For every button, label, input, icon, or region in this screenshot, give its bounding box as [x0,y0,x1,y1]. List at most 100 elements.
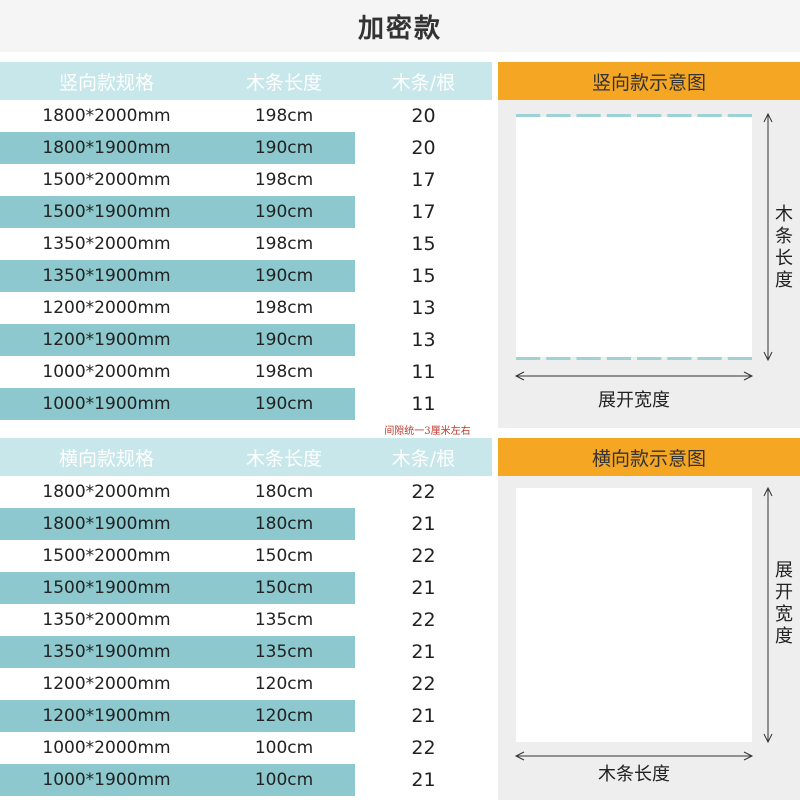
frame-background [516,488,752,742]
slat-length-cell: 198cm [254,234,314,254]
header-slat-length: 木条长度 [245,71,322,94]
table-row: 1800*2000mm 198cm 20 [0,100,492,132]
spec-cell: 1000*2000mm [42,738,171,758]
table-row: 1800*2000mm 180cm 22 [0,476,492,508]
slat-length-cell: 190cm [254,330,314,350]
table-row: 1000*1900mm 100cm 21 [0,764,492,796]
slat-count-cell: 11 [355,388,492,420]
spec-cell: 1000*2000mm [42,362,171,382]
table-row: 1500*2000mm 198cm 17 [0,164,492,196]
spec-cell: 1200*2000mm [42,298,171,318]
table-row: 1200*1900mm 190cm 13 [0,324,492,356]
header-slat-count: 木条/根 [355,438,492,476]
table-row: 1500*2000mm 150cm 22 [0,540,492,572]
page-title: 加密款 [0,0,800,52]
table-row: 1800*1900mm 190cm 20 [0,132,492,164]
header-spec: 竖向款规格 [58,71,154,94]
slat-count-cell: 20 [355,100,492,132]
slat-length-cell: 198cm [254,298,314,318]
table-row: 1500*1900mm 190cm 17 [0,196,492,228]
slat-count-cell: 21 [355,508,492,540]
horizontal-spec-table: 横向款规格 木条长度 木条/根 1800*2000mm 180cm 22 1800*1… [0,438,492,796]
spec-cell: 1800*2000mm [42,482,171,502]
header-slat-length: 木条长度 [245,447,322,470]
table-row: 1500*1900mm 150cm 21 [0,572,492,604]
gap-note: 间隙统一3厘米左右 [384,426,471,437]
slat-length-cell: 180cm [254,514,314,534]
diagram-title: 横向款示意图 [498,438,800,476]
vertical-diagram-svg: 木条长度 展开宽度 [514,112,793,411]
slat-length-cell: 100cm [254,770,314,790]
slat-count-cell: 15 [355,260,492,292]
slat-length-cell: 120cm [254,674,314,694]
slat-length-cell: 120cm [254,706,314,726]
slat-length-cell: 135cm [254,610,314,630]
table-row: 1350*2000mm 198cm 15 [0,228,492,260]
table-row: 1350*2000mm 135cm 22 [0,604,492,636]
spec-cell: 1350*2000mm [42,234,171,254]
table-header: 横向款规格 木条长度 木条/根 [0,438,492,476]
slat-count-cell: 21 [355,572,492,604]
slat-count-cell: 17 [355,164,492,196]
table-row: 1000*1900mm 190cm 11 [0,388,492,420]
slat-count-cell: 22 [355,668,492,700]
spec-cell: 1200*1900mm [42,706,171,726]
slat-count-cell: 13 [355,292,492,324]
spec-cell: 1350*1900mm [42,642,171,662]
slat-count-cell: 22 [355,604,492,636]
slat-count-cell: 20 [355,132,492,164]
spec-cell: 1000*1900mm [42,394,171,414]
bottom-label: 展开宽度 [598,390,670,411]
side-label: 展开宽度 [775,560,793,647]
spec-cell: 1350*1900mm [42,266,171,286]
slat-length-cell: 190cm [254,394,314,414]
table-row: 1200*1900mm 120cm 21 [0,700,492,732]
slat-count-cell: 22 [355,732,492,764]
slat-length-cell: 190cm [254,138,314,158]
slat-count-cell: 11 [355,356,492,388]
table-header: 竖向款规格 木条长度 木条/根 [0,62,492,100]
spec-cell: 1500*1900mm [42,202,171,222]
spec-cell: 1500*2000mm [42,170,171,190]
spec-cell: 1200*1900mm [42,330,171,350]
slat-length-cell: 180cm [254,482,314,502]
table-row: 1000*2000mm 100cm 22 [0,732,492,764]
slat-length-cell: 135cm [254,642,314,662]
diagram-title: 竖向款示意图 [498,62,800,100]
slat-length-cell: 198cm [254,362,314,382]
spec-cell: 1800*1900mm [42,138,171,158]
table-row: 1200*2000mm 198cm 13 [0,292,492,324]
vertical-diagram: 竖向款示意图 木条长度 展开宽度 [498,62,800,428]
slat-count-cell: 13 [355,324,492,356]
horizontal-diagram: 横向款示意图 展开宽度 木条长度 [498,438,800,800]
table-row: 1200*2000mm 120cm 22 [0,668,492,700]
slat-length-cell: 100cm [254,738,314,758]
table-row: 1000*2000mm 198cm 11 [0,356,492,388]
table-row: 1800*1900mm 180cm 21 [0,508,492,540]
header-spec: 横向款规格 [58,447,154,470]
header-slat-count: 木条/根 [355,62,492,100]
table-row: 1350*1900mm 135cm 21 [0,636,492,668]
horizontal-diagram-svg: 展开宽度 木条长度 [514,486,793,785]
spec-cell: 1800*1900mm [42,514,171,534]
slat-length-cell: 198cm [254,106,314,126]
frame-background [516,117,752,357]
spec-cell: 1500*2000mm [42,546,171,566]
slat-length-cell: 150cm [254,546,314,566]
slat-length-cell: 190cm [254,266,314,286]
slat-count-cell: 21 [355,764,492,796]
slat-count-cell: 17 [355,196,492,228]
spec-cell: 1000*1900mm [42,770,171,790]
spec-cell: 1350*2000mm [42,610,171,630]
slat-length-cell: 190cm [254,202,314,222]
slat-length-cell: 150cm [254,578,314,598]
slat-count-cell: 21 [355,636,492,668]
slat-length-cell: 198cm [254,170,314,190]
side-label: 木条长度 [775,204,793,291]
slat-count-cell: 22 [355,540,492,572]
slat-count-cell: 21 [355,700,492,732]
vertical-spec-table: 竖向款规格 木条长度 木条/根 1800*2000mm 198cm 20 1800*1… [0,62,492,420]
slat-count-cell: 22 [355,476,492,508]
spec-cell: 1500*1900mm [42,578,171,598]
spec-cell: 1200*2000mm [42,674,171,694]
